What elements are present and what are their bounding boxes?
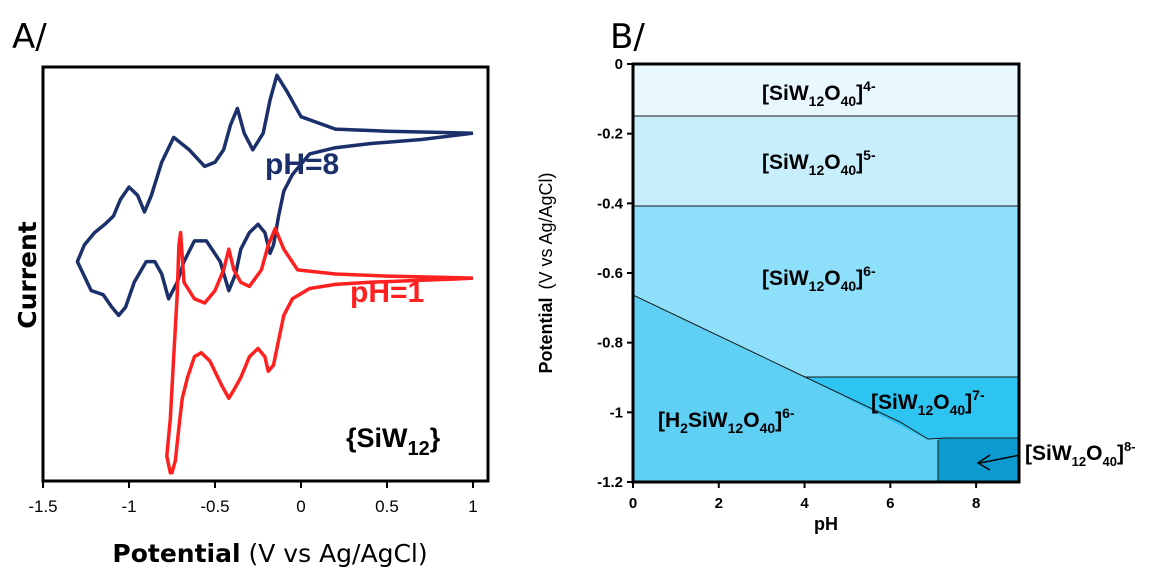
chart-b-y-tick-label: -1.2 (597, 474, 623, 491)
x-axis-label-main: Potential (112, 539, 240, 568)
chart-b-x-axis-label: pH (814, 514, 838, 534)
chart-a-frame (41, 65, 490, 483)
chart-b-x-tick-label: 4 (800, 495, 809, 512)
chart-a-x-tick-label: 0.5 (375, 497, 399, 516)
chart-b-boundaries (632, 115, 1019, 482)
region-siw12o40-8 (938, 438, 1019, 482)
chart-b-ticks: 0 2 4 6 8 0 -0.2 -0.4 -0.6 -0.8 -1 -1.2 (597, 56, 980, 512)
chart-b-y-tick-label: -0.6 (597, 265, 623, 282)
chart-a-x-tick-label: -1.5 (28, 497, 57, 516)
chart-b-x-tick-label: 2 (715, 495, 723, 512)
region-siw12o40-7 (805, 377, 1019, 440)
chart-a-x-tick-label: -0.5 (200, 497, 229, 516)
chart-a: -1.5 -1 -0.5 0 0.5 1 pH=8 pH=1 {SiW12} Curren… (13, 65, 490, 568)
chart-b: 0 2 4 6 80-0.2-0.4-0.6-0.8-1-1.2 [SiW12O40]4… (536, 56, 1136, 534)
series-label-ph1: pH=1 (350, 276, 424, 309)
chart-b-regions (633, 64, 1019, 482)
panel-a-label: A/ (12, 17, 47, 57)
region-siw12o40-6 (633, 206, 1019, 377)
species-label-h2-6: [H2SiW12O40]6- (658, 405, 795, 436)
y-axis-label-units: (V vs Ag/AgCl) (536, 172, 556, 289)
chart-a-x-tick-label: -1 (121, 497, 136, 516)
chart-b-y-tick-label: -0.2 (597, 126, 623, 143)
region-siw12o40-5 (633, 116, 1019, 206)
series-line-ph1 (165, 226, 474, 475)
chart-a-x-axis-label: Potential (V vs Ag/AgCl) (112, 539, 427, 568)
chart-b-x-tick-label: 8 (972, 495, 980, 512)
x-axis-label-units: (V vs Ag/AgCl) (241, 539, 428, 568)
chart-a-annotation: {SiW12} (346, 423, 441, 460)
panel-b-label: B/ (610, 17, 645, 57)
annotation-subscript: 12 (408, 438, 430, 460)
y-axis-label-main: Potential (536, 298, 556, 374)
chart-b-y-tick-label: -0.8 (597, 335, 623, 352)
chart-b-y-tick-label: -1 (610, 404, 623, 421)
chart-a-x-tick-label: 1 (468, 497, 477, 516)
region-siw12o40-4 (633, 64, 1019, 116)
series-label-ph8: pH=8 (265, 148, 339, 181)
chart-a-y-axis-label: Current (13, 221, 42, 329)
chart-b-x-tick-label: 0 (629, 495, 637, 512)
species-label-8: [SiW12O40]8- (1025, 439, 1136, 469)
chart-a-x-tick-label: 0 (296, 497, 305, 516)
chart-a-series (75, 73, 474, 475)
chart-b-y-tick-label: -0.4 (597, 195, 624, 212)
series-line-ph8 (75, 73, 474, 318)
chart-b-y-axis-label: Potential (V vs Ag/AgCl) (536, 172, 556, 373)
chart-a-x-ticks: -1.5 -1 -0.5 0 0.5 1 (28, 481, 478, 516)
species-8-arrow (976, 454, 1021, 471)
chart-b-x-tick-label: 6 (886, 495, 894, 512)
chart-b-y-tick-label: 0 (615, 56, 623, 73)
boundary-6-h2 (632, 294, 1019, 440)
